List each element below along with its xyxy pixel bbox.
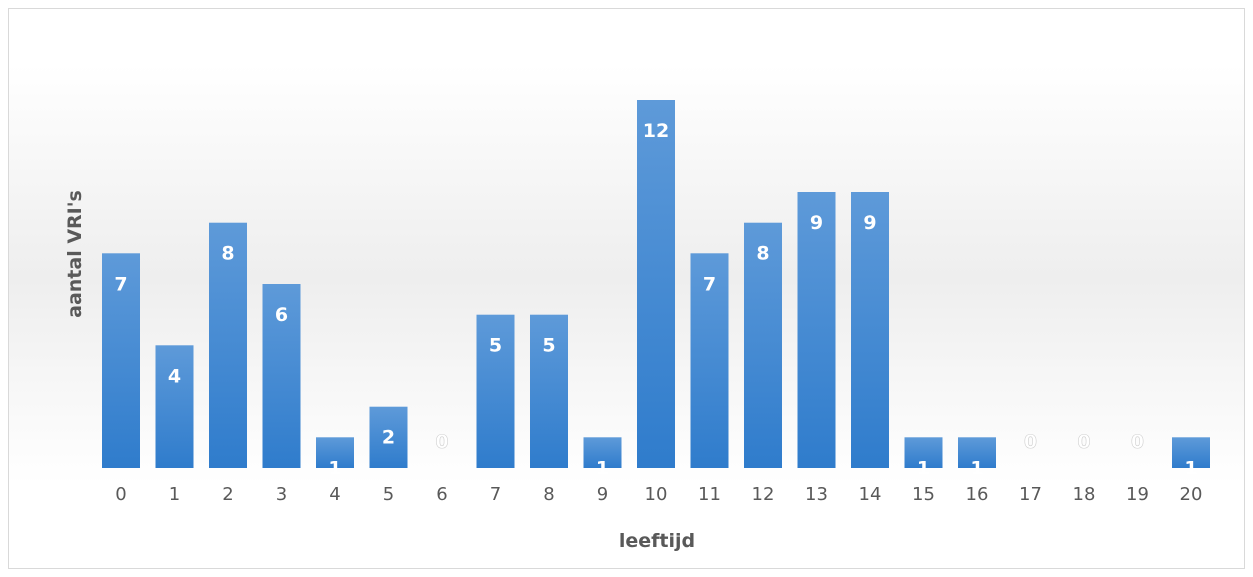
data-label-10: 12 [643, 120, 669, 142]
data-label-19: 0 [1131, 431, 1144, 453]
x-tick-9: 9 [597, 484, 608, 505]
data-label-3: 6 [275, 304, 288, 326]
bar-4 [316, 437, 354, 468]
data-label-4: 1 [328, 457, 341, 479]
bar-14 [851, 192, 889, 468]
x-tick-2: 2 [222, 484, 233, 505]
x-tick-labels: 0 1 2 3 4 5 6 7 8 9 10 11 12 13 14 15 16 17 18 19 20 [115, 484, 1202, 505]
data-label-16: 1 [970, 457, 983, 479]
x-tick-17: 17 [1019, 484, 1042, 505]
x-tick-14: 14 [859, 484, 882, 505]
bars-layer [102, 100, 1210, 468]
data-label-6: 0 [435, 431, 448, 453]
x-tick-19: 19 [1126, 484, 1149, 505]
x-tick-6: 6 [436, 484, 447, 505]
bar-9 [583, 437, 622, 468]
bar-3 [262, 284, 301, 468]
x-tick-1: 1 [169, 484, 180, 505]
x-tick-12: 12 [752, 484, 775, 505]
data-label-0: 7 [114, 273, 127, 295]
x-tick-10: 10 [645, 484, 668, 505]
bar-8 [530, 314, 568, 468]
bar-16 [958, 437, 996, 468]
y-axis-title: aantal VRI's [64, 190, 86, 318]
bar-5 [369, 406, 408, 468]
data-label-14: 9 [863, 212, 876, 234]
x-tick-13: 13 [805, 484, 828, 505]
data-label-20: 1 [1184, 457, 1197, 479]
x-tick-11: 11 [698, 484, 721, 505]
data-label-12: 8 [756, 243, 769, 265]
x-tick-16: 16 [966, 484, 989, 505]
bar-2 [209, 222, 247, 468]
x-tick-8: 8 [543, 484, 554, 505]
data-label-17: 0 [1024, 431, 1037, 453]
bar-13 [797, 192, 836, 468]
x-tick-20: 20 [1180, 484, 1203, 505]
bar-15 [904, 437, 943, 468]
data-label-11: 7 [703, 273, 716, 295]
data-label-8: 5 [542, 335, 555, 357]
bar-10 [637, 100, 675, 468]
x-tick-18: 18 [1073, 484, 1096, 505]
data-label-1: 4 [168, 365, 181, 387]
bar-7 [476, 314, 515, 468]
data-label-2: 8 [221, 243, 234, 265]
data-label-9: 1 [596, 457, 609, 479]
bar-1 [155, 345, 194, 468]
x-tick-7: 7 [490, 484, 501, 505]
x-tick-0: 0 [115, 484, 126, 505]
data-label-13: 9 [810, 212, 823, 234]
bar-11 [690, 253, 729, 468]
bar-0 [102, 253, 140, 468]
x-tick-5: 5 [383, 484, 394, 505]
x-tick-4: 4 [329, 484, 340, 505]
data-label-7: 5 [489, 335, 502, 357]
bar-12 [744, 222, 782, 468]
data-label-18: 0 [1077, 431, 1090, 453]
x-axis-title: leeftijd [619, 530, 695, 552]
x-tick-15: 15 [912, 484, 935, 505]
x-tick-3: 3 [276, 484, 287, 505]
data-label-15: 1 [917, 457, 930, 479]
data-label-5: 2 [382, 427, 395, 449]
bar-20 [1172, 437, 1210, 468]
